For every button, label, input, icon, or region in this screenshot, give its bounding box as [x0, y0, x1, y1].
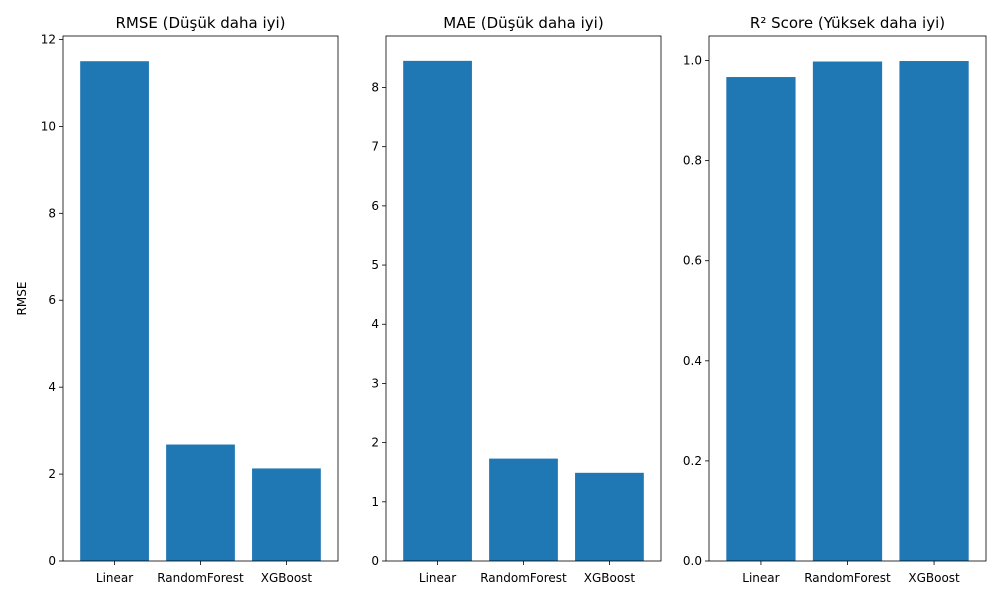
x-tick-label: Linear: [742, 571, 779, 585]
bar-linear: [726, 77, 796, 561]
y-tick-label: 0.2: [683, 454, 702, 468]
x-tick-label: RandomForest: [157, 571, 244, 585]
y-tick-label: 8: [371, 80, 379, 94]
y-tick-label: 0.8: [683, 154, 702, 168]
x-tick-label: Linear: [96, 571, 133, 585]
y-tick-label: 6: [371, 199, 379, 213]
x-tick-label: XGBoost: [261, 571, 313, 585]
chart-title: R² Score (Yüksek daha iyi): [750, 14, 945, 32]
x-tick-label: RandomForest: [480, 571, 567, 585]
y-tick-label: 7: [371, 140, 379, 154]
chart-title: MAE (Düşük daha iyi): [443, 14, 603, 32]
bar-xgboost: [252, 468, 321, 561]
y-tick-label: 2: [48, 467, 56, 481]
bar-xgboost: [575, 472, 644, 561]
axes-frame: [708, 35, 987, 562]
y-tick-label: 0: [371, 554, 379, 568]
y-tick-label: 0.4: [683, 354, 702, 368]
chart-title: RMSE (Düşük daha iyi): [115, 14, 285, 32]
x-tick-label: Linear: [419, 571, 456, 585]
y-tick-label: 5: [371, 258, 379, 272]
y-tick-label: 12: [41, 32, 56, 46]
y-tick-label: 0: [48, 554, 56, 568]
x-tick-label: XGBoost: [908, 571, 960, 585]
y-axis-label: RMSE: [15, 282, 29, 316]
x-tick-label: RandomForest: [804, 571, 891, 585]
bar-linear: [403, 60, 472, 562]
axes-frame: [62, 35, 339, 562]
bar-randomforest: [812, 61, 883, 562]
axes-frame: [385, 35, 662, 562]
bar-xgboost: [899, 61, 969, 561]
y-tick-label: 3: [371, 376, 379, 390]
y-tick-label: 10: [41, 119, 56, 133]
y-tick-label: 6: [48, 293, 56, 307]
y-tick-label: 0.0: [683, 554, 702, 568]
chart-panel-3: Linear RandomForest XGBoost 0.0 0.2 0.4 0.6 0.8…: [683, 14, 987, 585]
bar-randomforest: [166, 444, 235, 561]
y-tick-label: 4: [371, 317, 379, 331]
chart-panel-1: Linear RandomForest XGBoost 0 2 4 6 8 10 12 RMSE (…: [15, 14, 339, 585]
y-tick-label: 8: [48, 206, 56, 220]
y-tick-label: 1.0: [683, 54, 702, 68]
y-tick-label: 4: [48, 380, 56, 394]
y-tick-label: 2: [371, 436, 379, 450]
x-tick-label: XGBoost: [584, 571, 636, 585]
chart-panel-2: Linear RandomForest XGBoost 0 1 2 3 4 5 6 7 8 MAE (D…: [371, 14, 662, 585]
bar-linear: [80, 61, 149, 561]
bar-randomforest: [489, 458, 558, 561]
y-tick-label: 0.6: [683, 254, 702, 268]
y-tick-label: 1: [371, 495, 379, 509]
